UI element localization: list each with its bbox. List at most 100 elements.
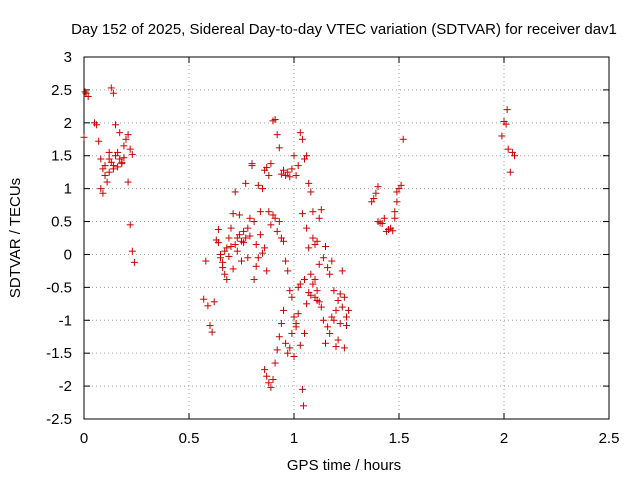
data-point [219,264,227,272]
data-point [80,133,88,141]
data-point [217,250,224,258]
data-point [214,239,222,247]
y-tick-label: -1.5 [46,345,72,362]
data-point [208,328,216,336]
data-point [114,148,122,156]
data-point [393,198,401,206]
data-point [397,181,405,189]
data-point [294,310,302,318]
data-point [101,162,109,170]
data-point [301,275,308,283]
axis-ticks [83,56,610,420]
data-point [330,316,338,324]
data-point [93,121,101,129]
grid [84,57,609,419]
data-point [107,84,115,92]
data-point [305,179,313,187]
data-point [242,234,250,242]
data-point [273,131,281,139]
data-point [311,275,319,283]
data-point [84,92,92,100]
data-point [313,287,321,295]
data-point [284,168,292,176]
data-point [345,306,353,314]
y-tick-labels: -2.5 -2 -1.5 -1 -0.5 0 0.5 1 1.5 2 2.5 3 [46,49,72,428]
data-point [109,89,117,97]
data-point [504,145,512,153]
data-point [284,267,292,275]
data-point [372,189,380,197]
x-axis-label: GPS time / hours [287,457,401,474]
data-point [298,385,306,393]
data-point [282,257,290,265]
data-point [233,247,241,255]
y-tick-label: 1.5 [51,148,72,165]
data-point [319,254,327,262]
data-point [101,171,109,179]
data-point [290,352,298,360]
data-point [286,173,294,181]
data-point [250,218,258,226]
data-point [231,241,239,249]
data-point [223,275,231,283]
data-point [498,132,506,140]
data-point [328,257,336,265]
data-point [225,252,233,260]
y-tick-label: 0.5 [51,214,72,231]
data-point [227,224,235,232]
data-point [296,280,304,288]
data-point [112,121,119,129]
data-point [280,166,287,174]
data-point [271,359,279,367]
data-point [282,339,290,347]
data-point [246,214,254,222]
data-point [130,258,138,266]
data-point [263,267,271,275]
data-point [244,224,252,232]
data-point [319,316,327,324]
data-point [280,306,287,314]
data-point [265,208,273,216]
data-point [332,306,340,314]
data-point [340,293,348,301]
data-point [227,243,235,251]
data-point [105,148,113,156]
data-point [128,247,136,255]
data-point [370,195,378,203]
data-point [105,168,113,176]
data-point [256,231,264,239]
data-point [294,162,302,170]
data-point [267,160,275,168]
data-point [273,346,281,354]
data-point [97,185,105,193]
data-point [263,164,271,172]
data-point [305,244,313,252]
data-point [109,165,117,173]
data-point [259,249,266,257]
data-point [502,120,510,128]
data-point [503,106,511,114]
y-tick-label: 2 [64,115,72,132]
data-point [118,160,126,168]
data-point [307,291,315,299]
data-point [99,189,107,197]
data-point [254,181,262,189]
data-point [307,270,315,278]
y-tick-label: 3 [64,49,72,66]
y-tick-label: 2.5 [51,82,72,99]
data-point [324,323,332,331]
data-point [246,232,254,240]
data-point [298,135,306,143]
data-point [298,210,306,218]
data-point [267,383,275,391]
data-point [114,163,122,171]
data-point [338,267,346,275]
data-point [271,214,279,222]
data-point [399,135,407,143]
data-point [204,302,212,310]
data-point [303,300,311,308]
data-point [338,303,346,311]
data-point [250,275,258,283]
y-tick-label: 1 [64,181,72,198]
